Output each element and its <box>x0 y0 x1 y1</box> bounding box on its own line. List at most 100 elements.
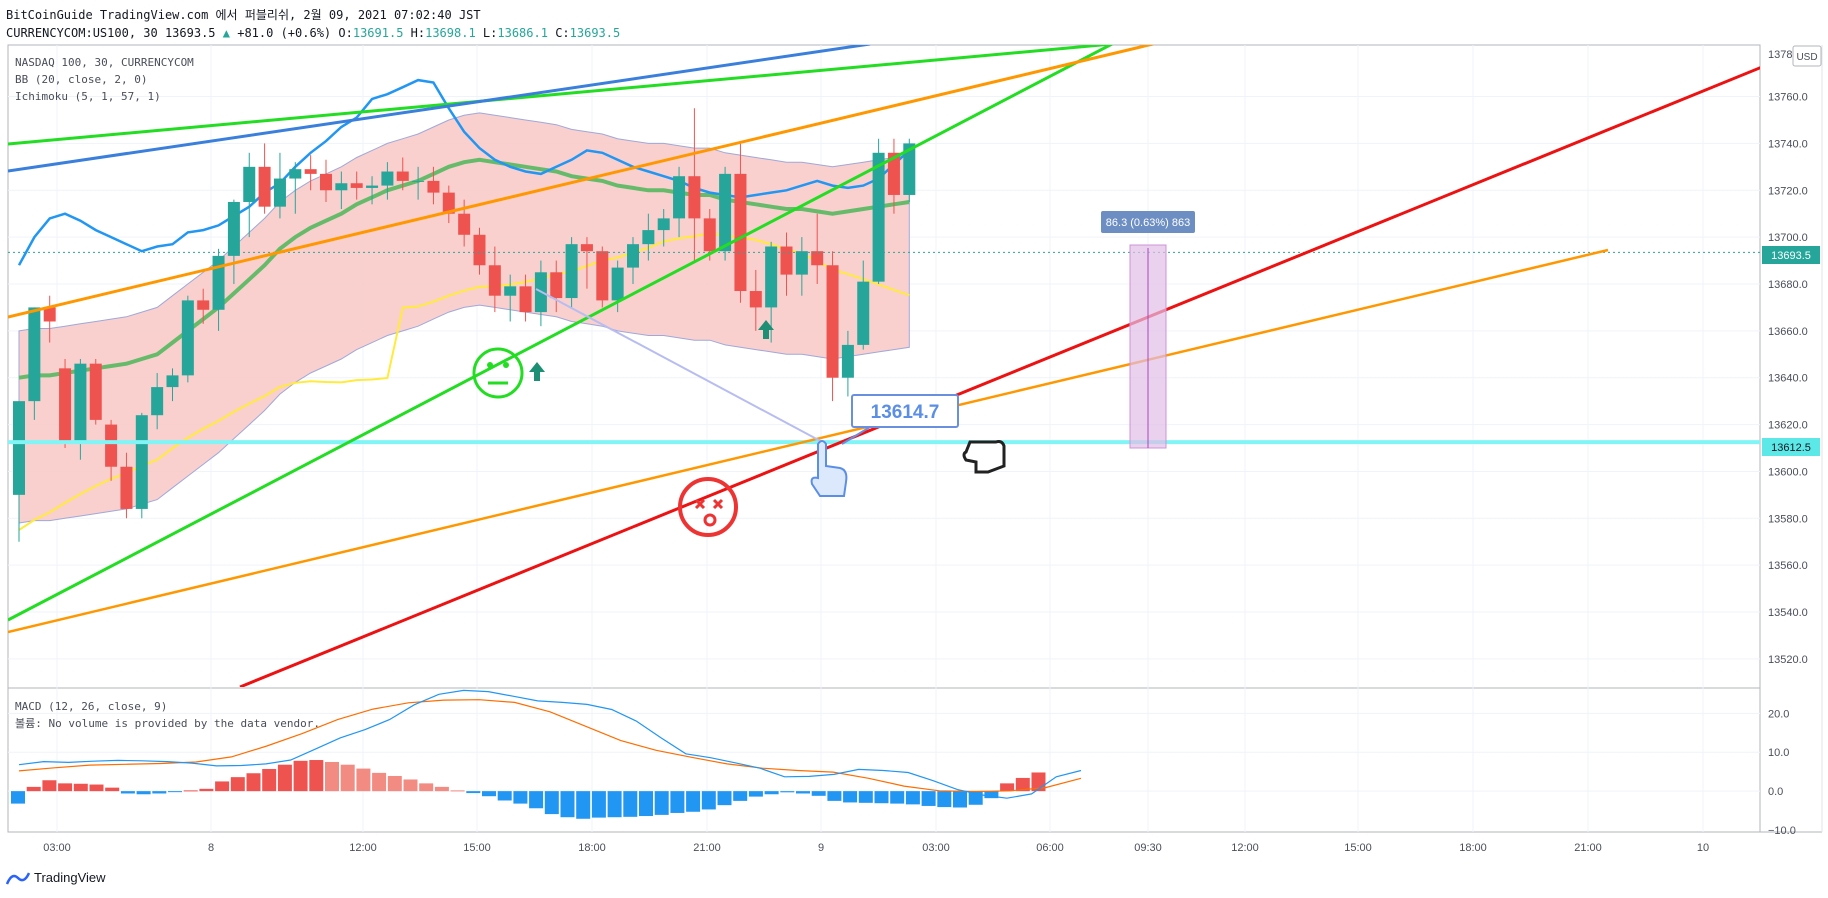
candle-body <box>734 173 747 292</box>
currency-label: USD <box>1796 52 1817 63</box>
histogram-bar <box>325 761 339 792</box>
neutral-face-icon <box>472 347 524 399</box>
low-value: 13686.1 <box>497 26 548 40</box>
histogram-bar <box>905 791 920 805</box>
time-tick: 15:00 <box>1344 842 1372 854</box>
histogram-bar <box>921 791 936 806</box>
histogram-bar <box>387 775 402 792</box>
main-pane[interactable]: 13614.7 <box>8 44 1762 687</box>
histogram-bar <box>513 791 528 804</box>
ohlc-line: CURRENCYCOM:US100, 30 13693.5 ▲ +81.0 (+… <box>6 26 621 40</box>
pointing-left-hand-icon <box>962 440 1006 474</box>
candle-body <box>749 291 762 308</box>
candle-body <box>320 173 332 191</box>
symbol-label: CURRENCYCOM:US100, 30 <box>6 26 158 40</box>
time-tick: 09:30 <box>1134 842 1162 854</box>
time-tick: 9 <box>818 842 824 854</box>
candle-body <box>442 192 455 214</box>
histogram-bar <box>686 791 701 812</box>
measure-label-box <box>1101 211 1195 233</box>
candle-body <box>350 183 363 188</box>
time-tick: 12:00 <box>1231 842 1259 854</box>
legend-macd: MACD (12, 26, close, 9) <box>15 700 167 713</box>
candle-body <box>13 401 25 495</box>
currency-button[interactable] <box>1792 45 1822 67</box>
candle-body <box>304 169 317 174</box>
time-tick: 06:00 <box>1036 842 1064 854</box>
histogram-bar <box>434 786 449 792</box>
time-axis[interactable]: 03:00 8 12:00 15:00 18:00 21:00 9 03:00 06:00 09:… <box>43 842 1709 854</box>
histogram-bar <box>403 779 418 792</box>
histogram-bar <box>105 787 120 792</box>
trend-line-green-top[interactable] <box>8 44 1113 146</box>
price-tick: 13720.0 <box>1768 185 1808 197</box>
histogram-bar <box>764 791 779 795</box>
candle-body <box>28 307 41 402</box>
trend-line-orange-top[interactable] <box>8 44 1154 319</box>
macd-histogram <box>11 760 1046 819</box>
candle-body <box>841 344 854 378</box>
macd-pane[interactable] <box>11 689 1082 819</box>
candle-body <box>427 180 440 193</box>
price-callout-box[interactable] <box>851 394 959 428</box>
histogram-bar <box>1000 783 1015 792</box>
histogram-bar <box>340 764 355 792</box>
histogram-bar <box>953 791 967 808</box>
trend-line-blue[interactable] <box>8 44 871 173</box>
price-tick: 13760.0 <box>1768 92 1808 104</box>
candle-body <box>673 176 686 219</box>
price-tick: 13680.0 <box>1768 279 1808 291</box>
price-axis[interactable]: 13760.0 13740.0 13720.0 13700.0 13680.0 13660… <box>1768 92 1808 666</box>
histogram-bar <box>11 791 25 804</box>
histogram-bar <box>42 780 57 792</box>
histogram-bar <box>262 768 277 792</box>
candlestick-series <box>13 108 916 542</box>
trend-line-red[interactable] <box>239 66 1762 687</box>
histogram-bar <box>1015 777 1030 792</box>
close-value: 13693.5 <box>569 26 621 40</box>
macd-line <box>18 689 1082 799</box>
candle-body <box>135 415 148 509</box>
price-tick: 13740.0 <box>1768 138 1808 150</box>
candle-body <box>89 363 102 420</box>
histogram-bar <box>560 791 575 818</box>
histogram-bar <box>26 786 41 792</box>
candle-body <box>811 251 824 266</box>
histogram-bar <box>576 791 591 819</box>
candle-body <box>550 272 563 299</box>
bollinger-line <box>17 78 911 266</box>
macd-signal-line <box>18 699 1082 793</box>
candle-body <box>43 307 56 322</box>
histogram-bar <box>529 791 544 809</box>
time-tick: 18:00 <box>1459 842 1487 854</box>
time-tick: 21:00 <box>1574 842 1602 854</box>
footer-brand: TradingView <box>34 870 106 885</box>
price-tick: 13560.0 <box>1768 560 1808 572</box>
histogram-bar <box>748 791 763 797</box>
candle-body <box>197 300 210 310</box>
histogram-bar <box>89 784 104 792</box>
candle-body <box>826 265 839 378</box>
support-price-badge <box>1762 438 1820 456</box>
macd-axis[interactable]: 20.0 10.0 0.0 <box>1768 708 1789 798</box>
callout-pointer <box>841 426 871 445</box>
candle-body <box>703 218 716 252</box>
trend-line-green[interactable] <box>8 44 1113 622</box>
candle-body <box>596 251 609 301</box>
trend-line-orange[interactable] <box>8 248 1609 634</box>
candle-body <box>611 267 624 301</box>
histogram-bar <box>827 791 842 801</box>
candle-body <box>903 143 916 195</box>
arrow-path-line[interactable] <box>535 288 827 445</box>
legend-bb: BB (20, close, 2, 0) <box>15 73 147 86</box>
price-tick: 13660.0 <box>1768 326 1808 338</box>
histogram-bar <box>73 783 88 792</box>
dizzy-face-icon <box>678 477 738 537</box>
candle-body <box>887 152 900 195</box>
chart-header: BitCoinGuide TradingView.com 에서 퍼블리쉬, 2월… <box>6 6 620 42</box>
histogram-bar <box>168 791 182 793</box>
macd-tick: 20.0 <box>1768 708 1789 720</box>
time-tick: 03:00 <box>43 842 71 854</box>
histogram-bar <box>183 790 198 792</box>
